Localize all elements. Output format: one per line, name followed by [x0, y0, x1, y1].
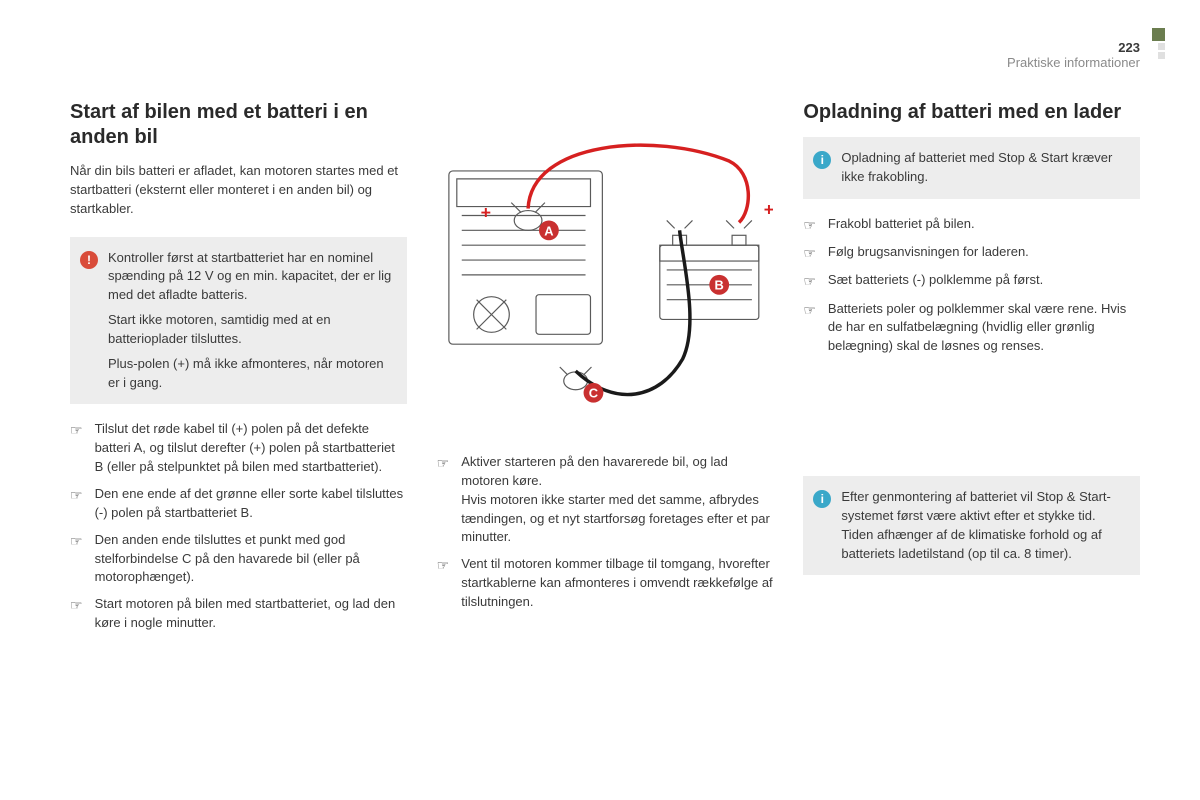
hand-icon: ☞ [803, 300, 816, 357]
hand-icon: ☞ [803, 243, 816, 263]
list-item: ☞Batteriets poler og polklemmer skal vær… [803, 300, 1140, 357]
plus-sign: + [480, 202, 490, 222]
info1-text: Opladning af batteriet med Stop & Start … [841, 149, 1126, 187]
list-item: ☞Vent til motoren kommer tilbage til tom… [437, 555, 774, 612]
list-item: ☞Aktiver starteren på den havarerede bil… [437, 453, 774, 547]
hand-icon: ☞ [437, 555, 450, 612]
hand-icon: ☞ [70, 531, 83, 588]
page-header: 223 Praktiske informationer [70, 40, 1140, 70]
battery-diagram: + + A B C [437, 100, 774, 430]
warning-p3: Plus-polen (+) må ikke afmonteres, når m… [108, 355, 393, 393]
hand-icon: ☞ [70, 485, 83, 523]
hand-icon: ☞ [70, 595, 83, 633]
diagram-label-b: B [714, 278, 723, 293]
content-columns: Start af bilen med et batteri i en anden… [70, 100, 1140, 641]
col3-steps: ☞Frakobl batteriet på bilen. ☞Følg brugs… [803, 215, 1140, 356]
info-box-2: i Efter genmontering af batteriet vil St… [803, 476, 1140, 575]
list-item: ☞Følg brugsanvisningen for laderen. [803, 243, 1140, 263]
plus-sign: + [763, 199, 773, 219]
page-number: 223 [70, 40, 1140, 55]
hand-icon: ☞ [70, 420, 83, 477]
diagram-label-a: A [544, 223, 553, 238]
column-middle: + + A B C ☞Aktiver starteren på den hava… [437, 100, 774, 641]
list-item: ☞Den ene ende af det grønne eller sorte … [70, 485, 407, 523]
list-item: ☞Frakobl batteriet på bilen. [803, 215, 1140, 235]
list-item: ☞Sæt batteriets (-) polklemme på først. [803, 271, 1140, 291]
diagram-label-c: C [588, 386, 597, 401]
header-decoration [1152, 28, 1165, 59]
hand-icon: ☞ [437, 453, 450, 547]
hand-icon: ☞ [803, 215, 816, 235]
warning-p1: Kontroller først at startbatteriet har e… [108, 249, 393, 306]
warning-box: ! Kontroller først at startbatteriet har… [70, 237, 407, 405]
list-item: ☞Den anden ende tilsluttes et punkt med … [70, 531, 407, 588]
info-box-1: i Opladning af batteriet med Stop & Star… [803, 137, 1140, 199]
col2-steps: ☞Aktiver starteren på den havarerede bil… [437, 453, 774, 612]
info-icon: i [813, 490, 831, 508]
list-item: ☞Tilslut det røde kabel til (+) polen på… [70, 420, 407, 477]
warning-p2: Start ikke motoren, samtidig med at en b… [108, 311, 393, 349]
hand-icon: ☞ [803, 271, 816, 291]
list-item: ☞Start motoren på bilen med startbatteri… [70, 595, 407, 633]
section-label: Praktiske informationer [70, 55, 1140, 70]
col1-title: Start af bilen med et batteri i en anden… [70, 100, 407, 150]
column-left: Start af bilen med et batteri i en anden… [70, 100, 407, 641]
col1-intro: Når din bils batteri er afladet, kan mot… [70, 162, 407, 219]
col1-steps: ☞Tilslut det røde kabel til (+) polen på… [70, 420, 407, 632]
column-right: Opladning af batteri med en lader i Opla… [803, 100, 1140, 641]
warning-icon: ! [80, 251, 98, 269]
col3-title: Opladning af batteri med en lader [803, 100, 1140, 125]
info-icon: i [813, 151, 831, 169]
info2-text: Efter genmontering af batteriet vil Stop… [841, 488, 1126, 563]
warning-text: Kontroller først at startbatteriet har e… [108, 249, 393, 393]
